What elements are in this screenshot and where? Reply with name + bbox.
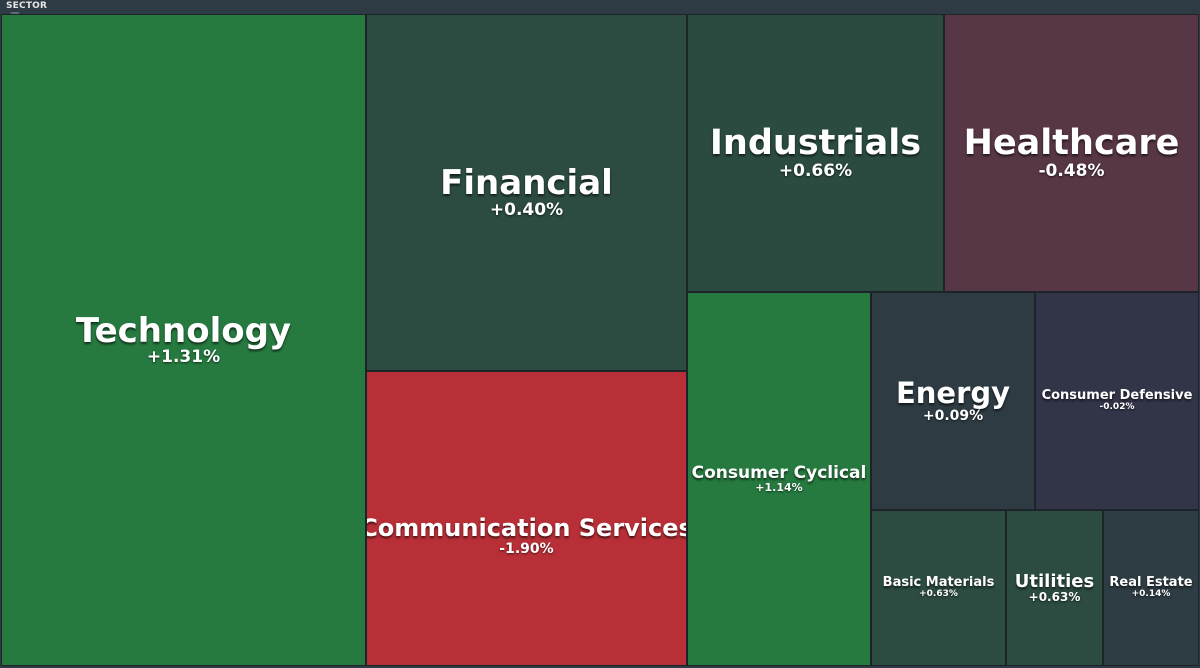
- tile-label: Basic Materials: [882, 575, 995, 591]
- tile-change: +0.40%: [489, 199, 564, 220]
- tile-label: Consumer Cyclical: [691, 463, 867, 484]
- tile-change: -1.90%: [499, 541, 554, 558]
- tile-change: +1.31%: [146, 347, 221, 368]
- sector-header: SECTOR: [0, 0, 1200, 18]
- tile-real-estate[interactable]: Real Estate +0.14%: [1103, 510, 1199, 666]
- sector-header-label: SECTOR: [6, 1, 48, 11]
- tile-label: Technology: [75, 310, 292, 351]
- tile-change: +1.14%: [755, 481, 803, 495]
- tile-industrials[interactable]: Industrials +0.66%: [687, 14, 944, 292]
- tile-label: Utilities: [1014, 570, 1095, 592]
- tile-consumer-cyclical[interactable]: Consumer Cyclical +1.14%: [687, 292, 871, 666]
- tile-label: Industrials: [709, 123, 922, 164]
- tile-change: +0.66%: [778, 160, 853, 181]
- tile-basic-materials[interactable]: Basic Materials +0.63%: [871, 510, 1006, 666]
- tile-label: Energy: [895, 376, 1011, 410]
- tile-change: +0.63%: [919, 589, 958, 600]
- tile-energy[interactable]: Energy +0.09%: [871, 292, 1035, 510]
- tile-change: +0.63%: [1028, 590, 1081, 605]
- tile-change: -0.02%: [1099, 402, 1135, 413]
- tile-healthcare[interactable]: Healthcare -0.48%: [944, 14, 1199, 292]
- tile-label: Consumer Defensive: [1041, 388, 1193, 404]
- tile-consumer-defensive[interactable]: Consumer Defensive -0.02%: [1035, 292, 1199, 510]
- tile-label: Communication Services: [366, 514, 687, 543]
- tile-technology[interactable]: Technology +1.31%: [1, 14, 366, 666]
- tile-communication-services[interactable]: Communication Services -1.90%: [366, 371, 687, 666]
- tile-change: +0.14%: [1131, 589, 1171, 600]
- tile-utilities[interactable]: Utilities +0.63%: [1006, 510, 1103, 666]
- tile-label: Real Estate: [1109, 575, 1193, 591]
- tile-change: +0.09%: [922, 408, 984, 425]
- tile-label: Healthcare: [963, 123, 1180, 164]
- tile-financial[interactable]: Financial +0.40%: [366, 14, 687, 371]
- tile-change: -0.48%: [1038, 160, 1105, 181]
- tile-label: Financial: [440, 163, 613, 204]
